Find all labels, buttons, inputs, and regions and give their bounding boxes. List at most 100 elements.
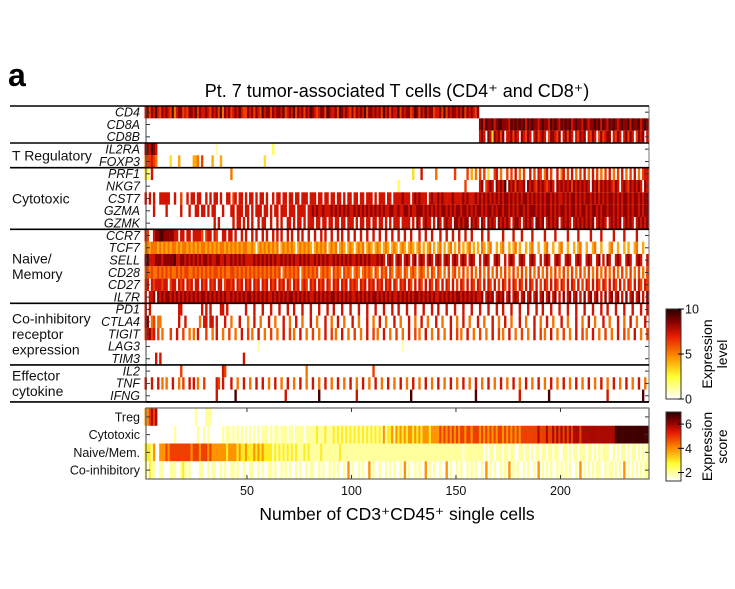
heatmap-cell [330,192,333,205]
heatmap-cell [581,327,584,341]
heatmap-cell [447,216,450,230]
heatmap-cell [575,118,578,131]
heatmap-cell [566,216,570,230]
heatmap-cell [359,106,363,119]
heatmap-cell [378,241,382,254]
score-cell [541,461,545,479]
heatmap-cell [547,389,551,402]
score-cell [481,443,484,462]
heatmap-cell [462,106,465,119]
heatmap-cell [577,118,580,131]
heatmap-cell [361,253,365,267]
heatmap-cell [579,216,582,230]
heatmap-cell [217,290,221,304]
heatmap-cell [616,192,620,205]
heatmap-cell [286,266,290,279]
heatmap-cell [550,327,553,341]
heatmap-cell [483,204,486,217]
score-cell [489,461,492,479]
heatmap-cell [493,192,496,205]
heatmap-cell [288,278,292,291]
heatmap-cell [301,106,304,119]
score-cell [560,461,563,479]
score-cell [414,425,417,444]
heatmap-cell [556,130,559,143]
heatmap-cell [514,130,517,143]
score-cell [228,443,231,462]
heatmap-cell [522,167,526,180]
heatmap-cell [512,241,515,254]
score-cell [355,425,359,444]
heatmap-cell [604,266,607,279]
score-cell [161,461,164,479]
score-cell [320,425,323,444]
heatmap-cell [445,303,448,316]
heatmap-cell [278,106,281,119]
heatmap-cell [292,303,296,316]
heatmap-cell [345,290,348,304]
heatmap-cell [246,290,250,304]
score-cell [420,443,423,462]
heatmap-cell [558,290,561,304]
heatmap-cell [165,377,168,390]
heatmap-cell [169,266,173,279]
heatmap-cell [186,229,189,242]
score-cell [616,443,620,462]
heatmap-cell [570,192,574,205]
heatmap-cell [366,216,369,230]
heatmap-cell [606,377,609,390]
score-cell [230,443,233,462]
heatmap-cell [163,229,166,242]
heatmap-cell [598,253,601,267]
heatmap-cell [391,204,394,217]
heatmap-cell [372,327,375,341]
heatmap-cell [361,204,365,217]
heatmap-cell [236,290,239,304]
heatmap-cell [357,106,361,119]
heatmap-cell [627,278,630,291]
heatmap-cell [374,192,377,205]
score-cell [328,461,331,479]
heatmap-cell [458,192,461,205]
heatmap-cell [631,377,634,390]
score-cell [627,425,630,444]
heatmap-cell [303,278,306,291]
gene-label: PD1 [116,303,140,317]
score-cell [299,461,302,479]
heatmap-cell [389,327,392,341]
heatmap-cell [606,192,609,205]
heatmap-cell [435,106,438,119]
heatmap-cell [378,315,382,328]
heatmap-cell [554,192,557,205]
heatmap-cell [489,278,492,291]
heatmap-cell [292,266,296,279]
heatmap-cell [175,327,179,341]
heatmap-cell [361,290,365,304]
heatmap-cell [334,204,338,217]
heatmap-cell [522,216,526,230]
heatmap-cell [355,290,359,304]
heatmap-cell [564,179,568,193]
score-cell [541,425,545,444]
heatmap-cell [633,278,636,291]
heatmap-cell [301,278,304,291]
score-cell [374,443,377,462]
score-cell [589,443,593,462]
heatmap-cell [518,118,522,131]
heatmap-cell [418,266,421,279]
heatmap-cell [343,253,346,267]
heatmap-cell [424,204,427,217]
heatmap-cell [424,106,427,119]
heatmap-cell [364,204,367,217]
heatmap-cell [616,315,620,328]
heatmap-cell [269,278,273,291]
heatmap-cell [177,253,181,267]
score-cell [554,425,557,444]
heatmap-cell [460,278,463,291]
heatmap-cell [336,290,340,304]
heatmap-cell [284,266,287,279]
heatmap-cell [180,266,183,279]
heatmap-cell [635,241,639,254]
heatmap-cell [556,192,559,205]
heatmap-cell [251,192,254,205]
